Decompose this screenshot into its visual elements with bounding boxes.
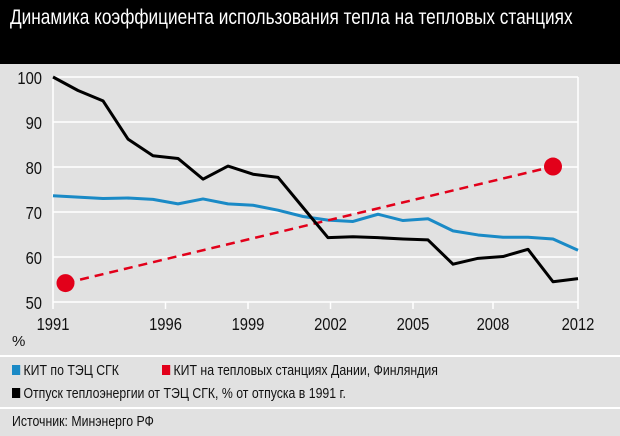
y-tick-label: 100	[17, 69, 42, 89]
divider	[0, 407, 620, 409]
series-point	[544, 157, 562, 176]
series-line-1	[65, 165, 554, 285]
legend-swatch-blue	[12, 365, 21, 375]
legend-item-red: КИТ на тепловых станциях Дании, Финлянди…	[162, 362, 438, 379]
x-tick-label: 1999	[232, 315, 265, 335]
series-point	[56, 274, 75, 293]
legend-item-blue: КИТ по ТЭЦ СГК	[12, 362, 119, 379]
y-tick-label: 90	[26, 114, 42, 134]
legend-swatch-black	[12, 388, 21, 398]
series-line-2	[52, 75, 579, 284]
y-tick-label: 80	[26, 159, 42, 179]
x-tick-label: 1991	[37, 315, 70, 335]
legend-item-black: Отпуск теплоэнергии от ТЭЦ СГК, % от отп…	[12, 385, 346, 402]
source-note: Источник: Минэнерго РФ	[12, 413, 154, 430]
y-tick-label: 50	[26, 294, 42, 314]
y-tick-label: 60	[26, 249, 42, 269]
title-bar: Динамика коэффициента использования тепл…	[0, 0, 620, 64]
y-axis-unit: %	[12, 333, 26, 350]
x-tick-label: 1996	[149, 315, 182, 335]
legend-label: Отпуск теплоэнергии от ТЭЦ СГК, % от отп…	[23, 385, 346, 402]
divider	[0, 355, 620, 357]
legend-label: КИТ по ТЭЦ СГК	[23, 362, 119, 379]
x-tick-label: 2008	[477, 315, 510, 335]
chart-title: Динамика коэффициента использования тепл…	[10, 6, 573, 29]
series-line-0	[52, 194, 579, 252]
x-tick-label: 2012	[562, 315, 595, 335]
legend-label: КИТ на тепловых станциях Дании, Финлянди…	[173, 362, 438, 379]
x-tick-label: 2005	[397, 315, 430, 335]
legend-swatch-red	[162, 365, 171, 375]
y-tick-label: 70	[26, 204, 42, 224]
x-tick-label: 2002	[314, 315, 347, 335]
